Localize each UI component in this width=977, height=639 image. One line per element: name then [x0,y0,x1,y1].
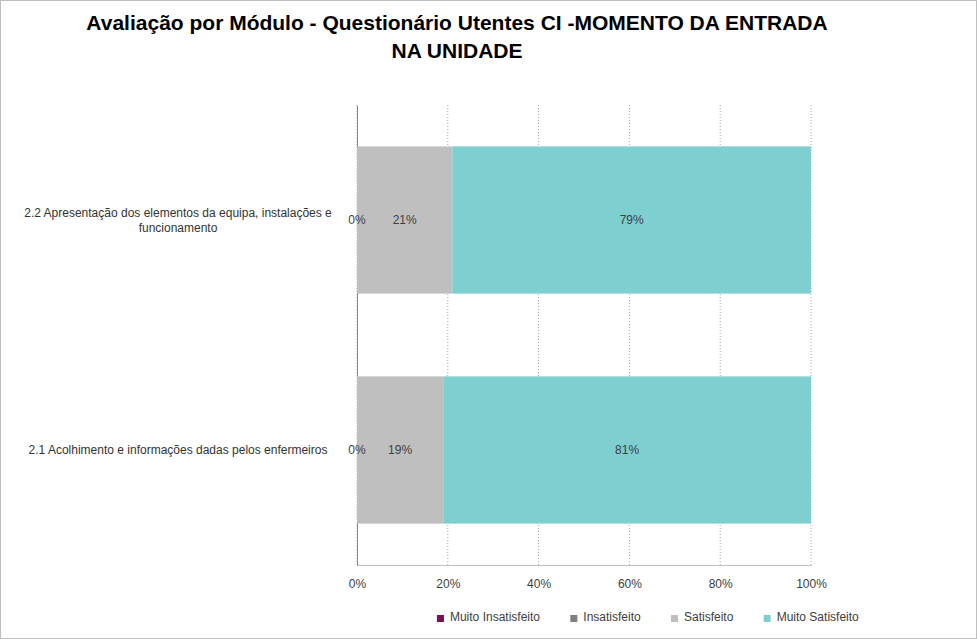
chart: Avaliação por Módulo - Questionário Uten… [0,0,977,639]
legend-item: Insatisfeito [570,610,641,624]
x-tick-label: 20% [436,577,460,591]
x-tick-label: 100% [796,577,827,591]
data-label: 81% [615,443,639,457]
bar-segment [443,376,811,523]
legend-swatch [671,615,678,622]
x-axis: 0% 20% 40% 60% 80% 100% [349,565,827,591]
data-label: 0% [348,213,366,227]
bar-segment [357,376,443,523]
legend-item: Muito Satisfeito [764,610,859,624]
legend-label: Muito Insatisfeito [450,610,540,624]
x-tick-label: 60% [618,577,642,591]
data-label: 19% [388,443,412,457]
y-tick: 2.2 Apresentação dos elementos da equipa… [24,206,357,235]
legend: Muito Insatisfeito Insatisfeito Satisfeito… [437,610,859,624]
data-label: 79% [620,213,644,227]
category-label: 2.1 Acolhimento e informações dadas pelo… [29,443,328,457]
x-tick: 40% [527,565,551,591]
legend-item: Satisfeito [671,610,734,624]
grid [357,105,811,565]
chart-title: Avaliação por Módulo - Questionário Uten… [86,11,827,62]
bar-segment [452,146,811,293]
legend-swatch [570,615,577,622]
bars [357,146,811,523]
x-tick: 100% [796,565,827,591]
bar-segment [357,146,452,293]
legend-label: Insatisfeito [583,610,641,624]
data-label: 21% [393,213,417,227]
x-tick: 80% [709,565,733,591]
legend-swatch [764,615,771,622]
x-tick: 60% [618,565,642,591]
data-label: 0% [348,443,366,457]
x-axis-line [358,565,812,566]
legend-swatch [437,615,444,622]
legend-item: Muito Insatisfeito [437,610,540,624]
legend-label: Satisfeito [684,610,734,624]
data-labels: 0% 21% 79% 0% 19% 81% [348,213,644,457]
x-tick-label: 80% [709,577,733,591]
x-tick-label: 0% [349,577,367,591]
legend-label: Muito Satisfeito [777,610,859,624]
x-tick: 0% [349,565,367,591]
x-tick: 20% [436,565,460,591]
category-label: 2.2 Apresentação dos elementos da equipa… [24,206,332,235]
chart-border [1,1,977,639]
x-tick-label: 40% [527,577,551,591]
y-axis: 2.2 Apresentação dos elementos da equipa… [24,106,357,566]
y-tick: 2.1 Acolhimento e informações dadas pelo… [29,443,357,457]
